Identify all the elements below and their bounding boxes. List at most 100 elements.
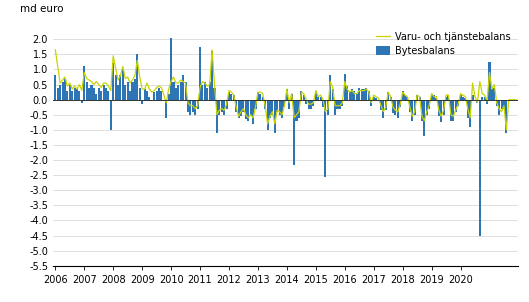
Bar bbox=[211, 51, 213, 100]
Bar bbox=[486, 100, 488, 104]
Bar bbox=[57, 88, 59, 100]
Bar bbox=[160, 91, 162, 100]
Bar bbox=[76, 88, 78, 100]
Bar bbox=[435, 98, 437, 100]
Bar bbox=[281, 100, 283, 118]
Bar bbox=[460, 95, 462, 100]
Bar bbox=[445, 97, 447, 100]
Varu- och tjänstebalans bbox=[315, 95, 322, 98]
Bar bbox=[363, 89, 365, 100]
Bar bbox=[358, 88, 360, 100]
Bar bbox=[402, 91, 404, 100]
Bar bbox=[307, 100, 309, 109]
Bar bbox=[423, 100, 425, 136]
Bar bbox=[346, 86, 348, 100]
Bar bbox=[93, 88, 95, 100]
Bar bbox=[341, 100, 343, 106]
Bar bbox=[411, 100, 413, 121]
Bar bbox=[187, 100, 189, 112]
Bar bbox=[105, 88, 107, 100]
Bar bbox=[177, 85, 179, 100]
Bar bbox=[329, 76, 331, 100]
Bar bbox=[471, 95, 473, 100]
Bar bbox=[298, 100, 300, 118]
Bar bbox=[74, 88, 76, 100]
Bar bbox=[496, 100, 498, 106]
Bar bbox=[269, 100, 271, 118]
Bar bbox=[175, 88, 177, 100]
Bar bbox=[339, 100, 341, 109]
Bar bbox=[242, 100, 244, 112]
Bar bbox=[262, 97, 264, 100]
Bar bbox=[95, 94, 97, 100]
Bar bbox=[399, 100, 402, 107]
Bar bbox=[100, 91, 102, 100]
Bar bbox=[380, 100, 382, 110]
Bar bbox=[481, 97, 484, 100]
Bar bbox=[129, 91, 131, 100]
Bar bbox=[197, 100, 199, 109]
Bar bbox=[139, 88, 141, 100]
Bar bbox=[233, 95, 235, 100]
Bar bbox=[389, 97, 391, 100]
Bar bbox=[293, 100, 295, 165]
Varu- och tjänstebalans bbox=[107, 89, 114, 92]
Bar bbox=[300, 91, 303, 100]
Bar bbox=[180, 82, 182, 100]
Bar bbox=[274, 100, 276, 133]
Varu- och tjänstebalans bbox=[243, 113, 249, 117]
Bar bbox=[214, 88, 215, 100]
Bar bbox=[353, 91, 355, 100]
Bar bbox=[491, 89, 493, 100]
Bar bbox=[382, 100, 385, 118]
Bar bbox=[469, 100, 471, 127]
Bar bbox=[189, 100, 191, 115]
Bar bbox=[421, 100, 423, 121]
Bar bbox=[361, 89, 363, 100]
Bar bbox=[225, 100, 227, 109]
Bar bbox=[431, 94, 433, 100]
Bar bbox=[498, 100, 500, 115]
Legend: Varu- och tjänstebalans, Bytesbalans: Varu- och tjänstebalans, Bytesbalans bbox=[372, 29, 514, 59]
Bar bbox=[54, 76, 56, 100]
Bar bbox=[124, 85, 126, 100]
Bar bbox=[310, 100, 312, 109]
Bar bbox=[204, 82, 206, 100]
Bar bbox=[194, 100, 196, 115]
Bar bbox=[71, 91, 73, 100]
Bar bbox=[493, 88, 495, 100]
Bar bbox=[64, 79, 66, 100]
Bar bbox=[206, 88, 208, 100]
Bar bbox=[69, 85, 71, 100]
Bar bbox=[440, 100, 442, 122]
Bar bbox=[264, 100, 266, 109]
Bar bbox=[305, 100, 307, 104]
Line: Varu- och tjänstebalans: Varu- och tjänstebalans bbox=[56, 50, 516, 130]
Bar bbox=[90, 85, 93, 100]
Bar bbox=[397, 100, 399, 118]
Bar bbox=[221, 100, 223, 112]
Bar bbox=[185, 82, 187, 100]
Bar bbox=[406, 97, 408, 100]
Bar bbox=[448, 95, 450, 100]
Bar bbox=[252, 100, 254, 124]
Bar bbox=[117, 85, 119, 100]
Bar bbox=[320, 97, 322, 100]
Varu- och tjänstebalans bbox=[238, 110, 244, 114]
Bar bbox=[126, 82, 129, 100]
Varu- och tjänstebalans bbox=[52, 48, 59, 52]
Bar bbox=[146, 91, 148, 100]
Bar bbox=[375, 98, 377, 100]
Bar bbox=[223, 100, 225, 115]
Bar bbox=[426, 100, 428, 115]
Bar bbox=[254, 100, 257, 109]
Bar bbox=[143, 89, 145, 100]
Bar bbox=[279, 100, 281, 115]
Bar bbox=[120, 76, 122, 100]
Bar bbox=[474, 100, 476, 101]
Bar bbox=[170, 38, 172, 100]
Text: md euro: md euro bbox=[20, 5, 64, 14]
Bar bbox=[78, 91, 80, 100]
Bar bbox=[66, 91, 68, 100]
Bar bbox=[218, 100, 221, 115]
